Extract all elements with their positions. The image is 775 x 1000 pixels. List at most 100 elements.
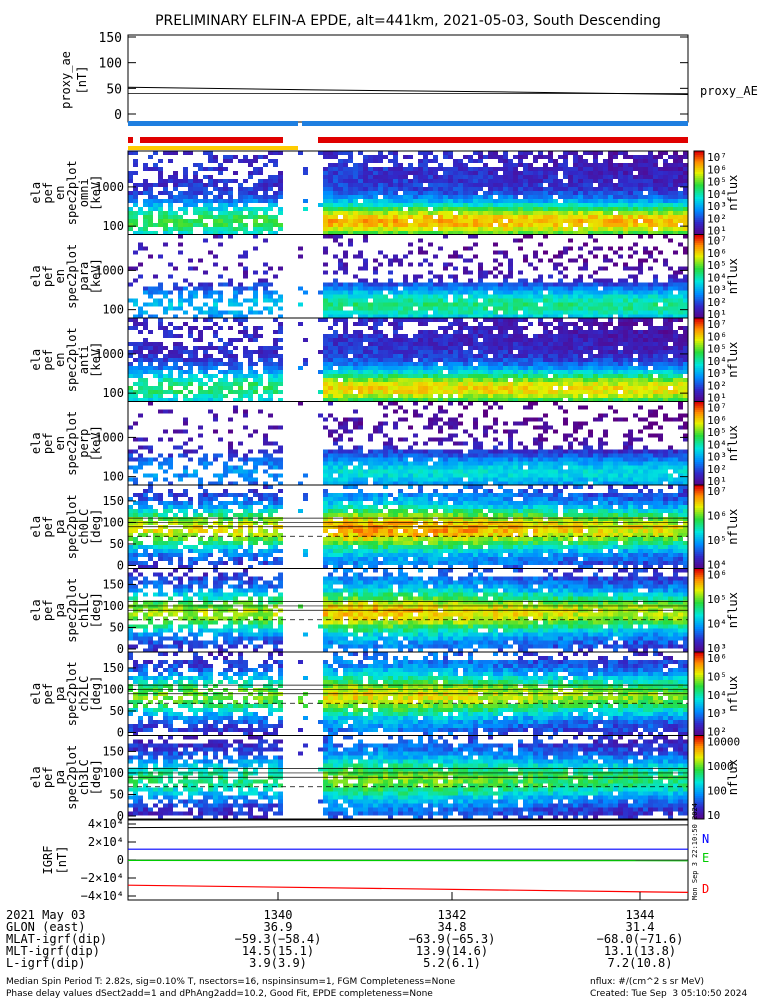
heatmap-cell (658, 306, 663, 311)
heatmap-cell (558, 342, 563, 346)
heatmap-cell (348, 155, 353, 159)
heatmap-cell (543, 211, 548, 215)
heatmap-cell (628, 199, 633, 203)
heatmap-cell (423, 338, 428, 342)
heatmap-cell (468, 378, 473, 382)
heatmap-cell (353, 306, 358, 311)
heatmap-cell (613, 342, 618, 346)
heatmap-cell (343, 191, 348, 195)
colorbar-title: nflux (726, 342, 740, 378)
heatmap-cell (638, 362, 643, 366)
colorbar-tick-label: 10³ (707, 284, 727, 297)
heatmap-cell (663, 342, 668, 346)
heatmap-cell (353, 231, 358, 235)
heatmap-cell (173, 227, 178, 231)
heatmap-cell (193, 191, 198, 195)
heatmap-cell (593, 155, 598, 159)
heatmap-cell (673, 179, 678, 183)
heatmap-cell (623, 306, 628, 311)
colorbar-segment (694, 368, 704, 371)
heatmap-cell (258, 378, 263, 382)
heatmap-cell (523, 179, 528, 183)
heatmap-cell (348, 167, 353, 171)
heatmap-cell (338, 242, 343, 247)
heatmap-cell (273, 390, 278, 394)
heatmap-cell (358, 342, 363, 346)
heatmap-cell (213, 382, 218, 386)
heatmap-cell (373, 286, 378, 291)
heatmap-cell (583, 294, 588, 299)
heatmap-cell (353, 215, 358, 219)
heatmap-cell (263, 370, 268, 374)
heatmap-cell (468, 258, 473, 263)
heatmap-cell (343, 394, 348, 398)
heatmap-cell (393, 390, 398, 394)
heatmap-cell (683, 302, 688, 307)
heatmap-cell (488, 199, 493, 203)
heatmap-cell (663, 203, 668, 207)
heatmap-cell (498, 282, 503, 287)
heatmap-cell (633, 195, 638, 199)
spectrogram-ylabel: pef (41, 349, 55, 371)
heatmap-cell (188, 354, 193, 358)
heatmap-cell (468, 366, 473, 370)
heatmap-cell (493, 386, 498, 390)
heatmap-cell (208, 390, 213, 394)
heatmap-cell (198, 183, 203, 187)
heatmap-cell (523, 227, 528, 231)
colorbar-segment (694, 230, 704, 233)
heatmap-cell (168, 398, 173, 402)
heatmap-cell (248, 362, 253, 366)
heatmap-cell (243, 394, 248, 398)
heatmap-cell (678, 270, 683, 275)
heatmap-cell (128, 171, 133, 175)
heatmap-cell (178, 250, 183, 255)
heatmap-cell (233, 179, 238, 183)
heatmap-cell (193, 179, 198, 183)
heatmap-cell (378, 207, 383, 211)
heatmap-cell (523, 254, 528, 259)
heatmap-cell (583, 195, 588, 199)
heatmap-cell (243, 298, 248, 303)
heatmap-cell (368, 378, 373, 382)
heatmap-cell (398, 390, 403, 394)
heatmap-cell (643, 298, 648, 303)
heatmap-cell (468, 374, 473, 378)
heatmap-cell (208, 159, 213, 163)
heatmap-cell (353, 330, 358, 334)
heatmap-cell (233, 207, 238, 211)
heatmap-cell (358, 278, 363, 283)
heatmap-cell (483, 195, 488, 199)
heatmap-cell (548, 199, 553, 203)
heatmap-cell (648, 266, 653, 271)
heatmap-cell (338, 374, 343, 378)
heatmap-cell (633, 231, 638, 235)
heatmap-cell (643, 318, 648, 322)
heatmap-cell (533, 394, 538, 398)
heatmap-cell (463, 171, 468, 175)
heatmap-cell (398, 306, 403, 311)
heatmap-cell (593, 346, 598, 350)
heatmap-cell (323, 358, 328, 362)
heatmap-cell (438, 183, 443, 187)
heatmap-cell (428, 334, 433, 338)
heatmap-cell (668, 286, 673, 291)
heatmap-cell (448, 183, 453, 187)
heatmap-cell (183, 298, 188, 303)
heatmap-cell (498, 390, 503, 394)
heatmap-cell (138, 457, 143, 462)
heatmap-cell (558, 354, 563, 358)
heatmap-cell (263, 398, 268, 402)
heatmap-cell (213, 398, 218, 402)
heatmap-cell (678, 215, 683, 219)
heatmap-cell (268, 298, 273, 303)
heatmap-cell (508, 163, 513, 167)
heatmap-cell (588, 302, 593, 307)
heatmap-cell (163, 469, 168, 474)
heatmap-cell (143, 322, 148, 326)
heatmap-cell (393, 398, 398, 402)
heatmap-cell (368, 326, 373, 330)
heatmap-cell (338, 183, 343, 187)
heatmap-cell (183, 175, 188, 179)
heatmap-cell (623, 167, 628, 171)
